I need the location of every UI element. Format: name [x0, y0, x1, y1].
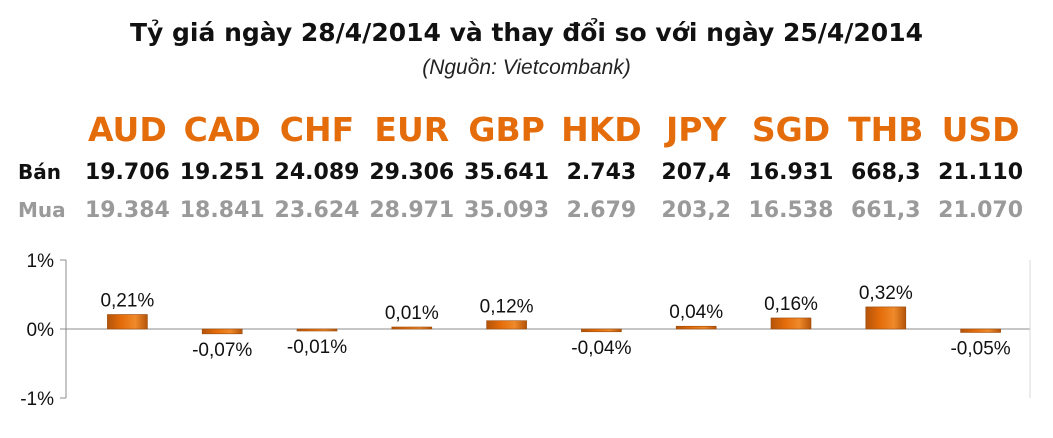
buy-row-label: Mua	[18, 198, 66, 222]
data-label-aud: 0,21%	[100, 291, 154, 312]
currency-label-thb: THB	[848, 110, 924, 149]
buy-rate-eur: 28.971	[369, 198, 455, 223]
buy-rate-usd: 21.070	[938, 198, 1024, 223]
change-bar-chart: 1% 0% -1% 0,21% -0,07% -0,01% 0,01% 0,12% -0,04%…	[20, 251, 1031, 410]
data-label-chf: -0,01%	[287, 337, 347, 358]
y-tick-label: -1%	[20, 389, 54, 410]
bar-sgd	[770, 317, 812, 330]
bar-chf	[296, 328, 338, 332]
data-label-thb: 0,32%	[859, 283, 913, 304]
sell-rate-cad: 19.251	[179, 160, 265, 185]
bar-aud	[107, 314, 148, 330]
bar-gbp	[486, 320, 527, 330]
currency-label-eur: EUR	[374, 110, 450, 149]
sell-rate-gbp: 35.641	[464, 160, 550, 185]
data-label-eur: 0,01%	[385, 303, 439, 324]
bar-usd	[960, 328, 1001, 333]
sell-row-label: Bán	[18, 160, 61, 184]
y-tick-label: 0%	[27, 320, 55, 341]
buy-rate-thb: 661,3	[851, 198, 921, 223]
sell-rate-hkd: 2.743	[566, 160, 637, 185]
data-label-cad: -0,07%	[192, 340, 252, 361]
sell-rate-eur: 29.306	[369, 160, 455, 185]
sell-rate-sgd: 16.931	[748, 160, 834, 185]
currency-label-jpy: JPY	[666, 110, 727, 149]
bar-jpy	[675, 325, 717, 330]
y-tick-label: 1%	[27, 251, 55, 272]
currency-label-sgd: SGD	[751, 110, 831, 149]
currency-label-usd: USD	[941, 110, 1020, 149]
data-label-usd: -0,05%	[950, 338, 1010, 359]
buy-rate-chf: 23.624	[274, 198, 360, 223]
currency-label-chf: CHF	[279, 110, 355, 149]
data-label-sgd: 0,16%	[764, 294, 818, 315]
sell-rate-thb: 668,3	[851, 160, 921, 185]
sell-rate-aud: 19.706	[84, 160, 170, 185]
bar-hkd	[581, 328, 622, 333]
buy-rate-cad: 18.841	[179, 198, 265, 223]
currency-label-gbp: GBP	[468, 110, 545, 149]
bar-eur	[391, 326, 433, 330]
sell-rate-chf: 24.089	[274, 160, 360, 185]
buy-rate-aud: 19.384	[84, 198, 170, 223]
data-label-gbp: 0,12%	[480, 297, 534, 318]
data-label-hkd: -0,04%	[571, 338, 631, 359]
data-label-jpy: 0,04%	[669, 302, 723, 323]
rate-table: Bán Mua AUD 19.706 19.384 CAD 19.251 18.841 CH…	[0, 110, 1053, 230]
bar-cad	[201, 328, 243, 335]
buy-rate-hkd: 2.679	[566, 198, 637, 223]
sell-rate-jpy: 207,4	[661, 160, 731, 185]
chart-source: (Nguồn: Vietcombank)	[422, 56, 631, 79]
currency-label-hkd: HKD	[561, 110, 642, 149]
buy-rate-sgd: 16.538	[748, 198, 834, 223]
buy-rate-gbp: 35.093	[464, 198, 550, 223]
chart-title: Tỷ giá ngày 28/4/2014 và thay đổi so với…	[129, 18, 923, 47]
bar-thb	[865, 306, 907, 330]
sell-rate-usd: 21.110	[938, 160, 1024, 185]
currency-label-cad: CAD	[183, 110, 261, 149]
currency-label-aud: AUD	[88, 110, 167, 149]
buy-rate-jpy: 203,2	[661, 198, 731, 223]
